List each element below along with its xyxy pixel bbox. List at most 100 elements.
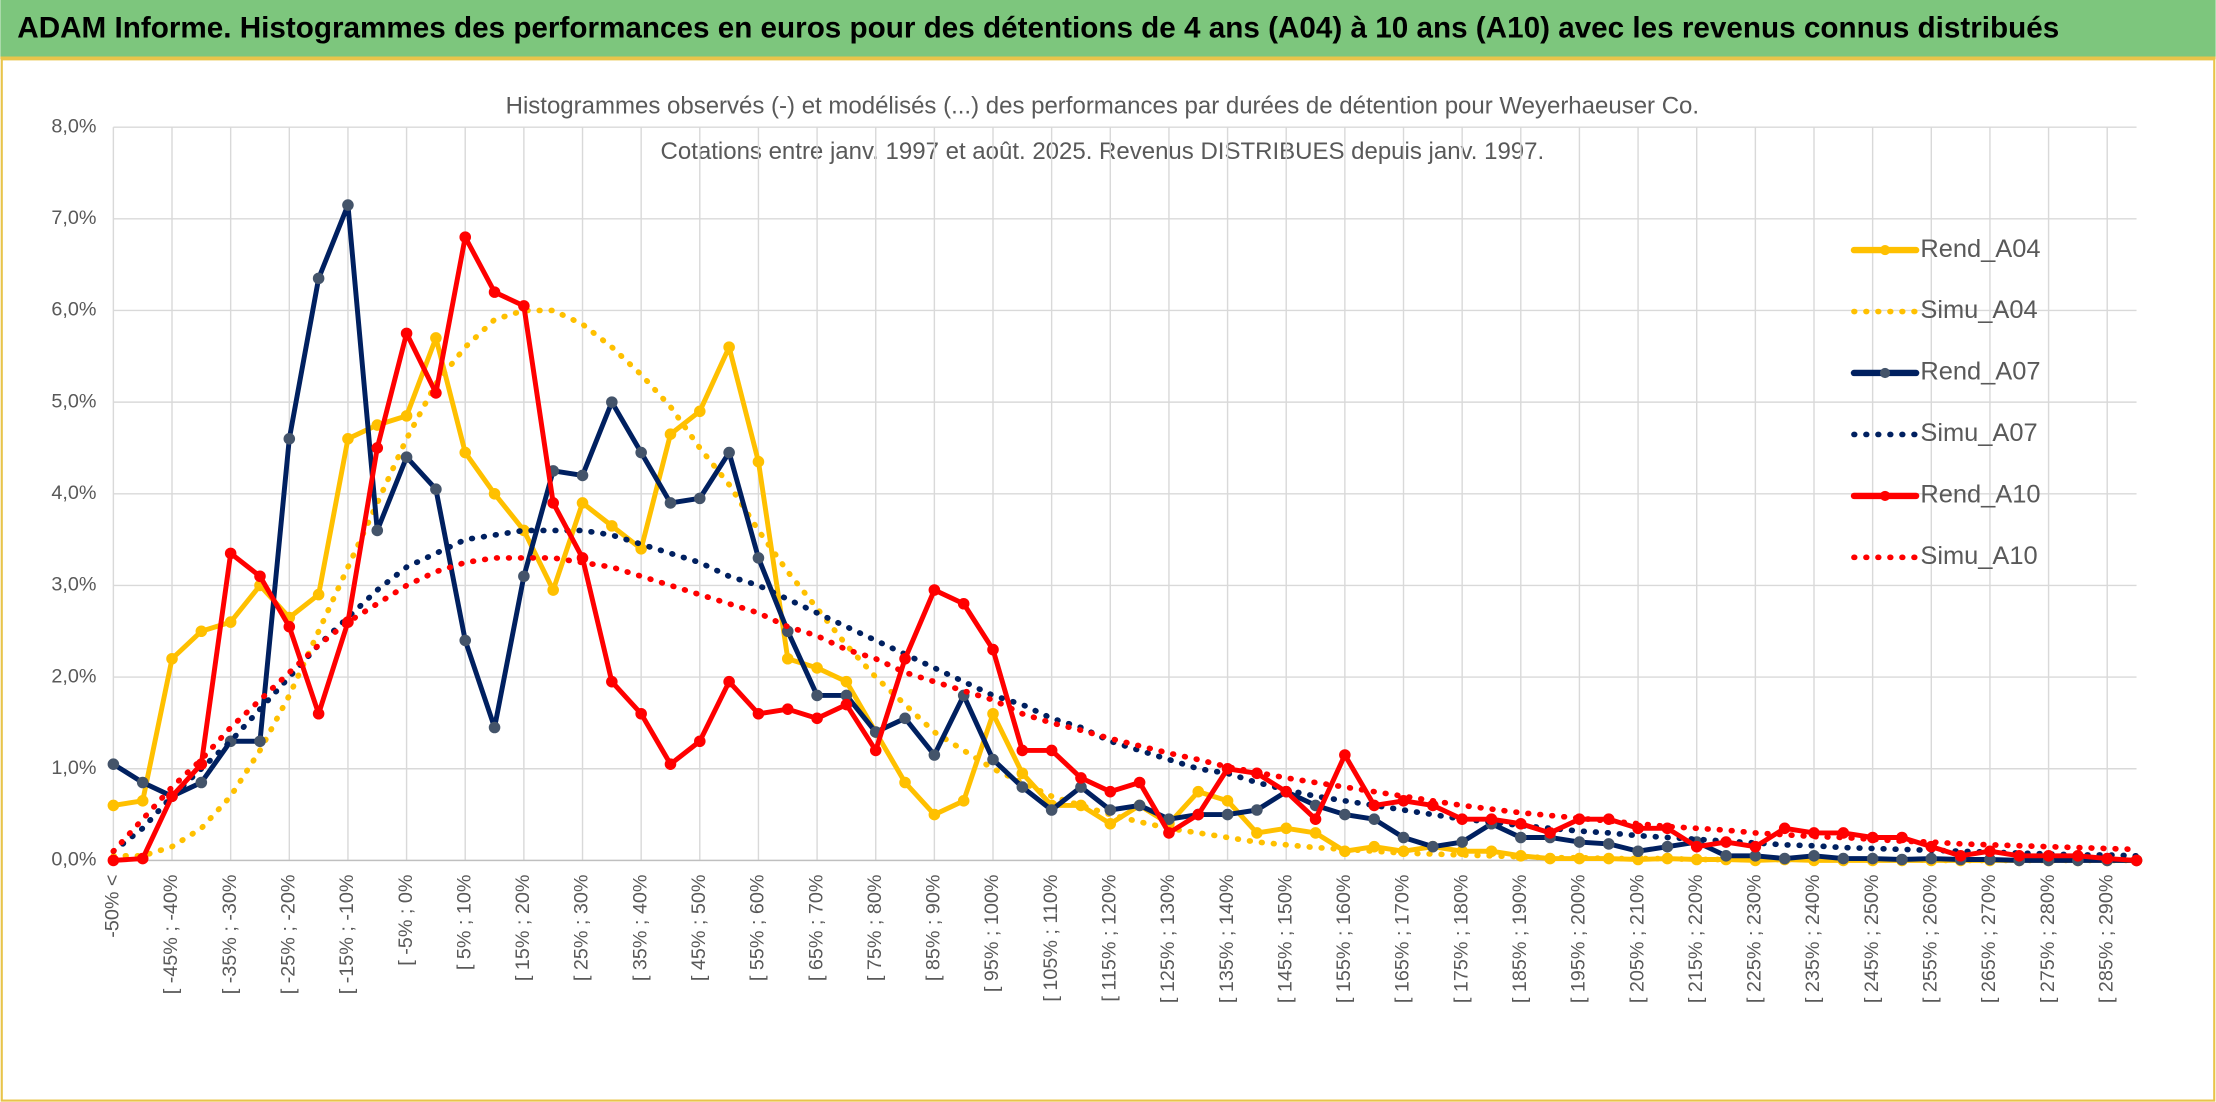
series-marker (1778, 822, 1791, 835)
legend-marker (1879, 490, 1891, 501)
series-marker (987, 707, 999, 720)
legend-marker (1879, 244, 1891, 256)
x-tick-label: [ 15% ; 20% (512, 875, 534, 982)
series-marker (283, 432, 296, 445)
series-marker (1016, 781, 1029, 793)
series-marker (1866, 852, 1879, 865)
x-tick-label: [ 275% ; 280% (2037, 875, 2059, 1004)
series-marker (1573, 836, 1586, 848)
legend-label: Simu_A10 (1920, 542, 2037, 570)
series-marker (166, 652, 178, 665)
series-marker (1456, 836, 1468, 848)
x-tick-label: [ -15% ; -10% (336, 875, 358, 995)
series-marker (547, 584, 559, 596)
x-tick-label: [ 5% ; 10% (453, 875, 475, 971)
x-tick-label: [ 245% ; 250% (1861, 875, 1883, 1004)
series-marker (1720, 850, 1732, 862)
series-marker (107, 854, 120, 867)
series-marker (1045, 744, 1058, 757)
series-marker (254, 570, 266, 583)
series-marker (1602, 838, 1615, 850)
series-marker (1309, 827, 1322, 839)
series-marker (1749, 840, 1762, 853)
series-marker (195, 776, 208, 789)
series-marker (518, 570, 530, 583)
series-marker (899, 776, 911, 789)
x-tick-label: [ 45% ; 50% (688, 875, 710, 982)
x-tick-label: [ 145% ; 150% (1274, 875, 1296, 1004)
series-marker (1075, 772, 1087, 784)
series-marker (1221, 795, 1234, 807)
header-title: ADAM Informe. Histogrammes des performan… (17, 11, 2059, 44)
y-tick-label: 7,0% (51, 207, 96, 229)
series-marker (1133, 799, 1146, 812)
series-marker (342, 432, 354, 445)
series-marker (1368, 813, 1380, 825)
series-marker (2042, 850, 2055, 862)
series-marker (1104, 804, 1117, 816)
series-marker (928, 584, 941, 596)
series-marker (1954, 850, 1967, 862)
series-marker (1104, 817, 1117, 830)
legend-label: Rend_A04 (1920, 235, 2040, 263)
y-tick-label: 6,0% (51, 299, 96, 321)
series-marker (957, 795, 970, 807)
x-tick-label: [ -5% ; 0% (395, 875, 417, 966)
series-marker (312, 588, 325, 601)
series-marker (664, 758, 677, 770)
series-marker (312, 272, 325, 285)
series-marker (811, 689, 823, 702)
series-marker (400, 451, 413, 463)
series-marker (136, 795, 149, 807)
series-marker (430, 483, 442, 495)
series-marker (488, 286, 501, 298)
series-marker (1280, 822, 1293, 835)
series-marker (723, 446, 735, 459)
series-marker (1690, 840, 1703, 853)
series-marker (488, 487, 501, 500)
x-tick-label: [ 95% ; 100% (981, 875, 1003, 993)
series-marker (1896, 853, 1908, 866)
series-marker (1544, 827, 1556, 839)
series-marker (1837, 852, 1850, 865)
series-marker (606, 675, 618, 688)
series-marker (1925, 852, 1938, 865)
series-marker (723, 675, 735, 688)
series-marker (1251, 827, 1263, 839)
series-marker (1016, 744, 1029, 757)
chart-frame (0, 58, 2216, 1102)
y-tick-label: 5,0% (51, 390, 96, 412)
legend-marker (1879, 367, 1891, 379)
series-marker (664, 428, 677, 440)
series-marker (2130, 854, 2143, 867)
chart-subtitle: Cotations entre janv. 1997 et août. 2025… (661, 138, 1545, 165)
series-marker (781, 703, 794, 715)
y-tick-label: 1,0% (51, 757, 96, 779)
series-marker (606, 396, 618, 408)
series-marker (400, 410, 413, 422)
x-tick-label: [ 55% ; 60% (747, 875, 769, 982)
x-tick-label: [ 155% ; 160% (1333, 875, 1355, 1004)
series-marker (1221, 808, 1234, 821)
x-tick-label: [ 115% ; 120% (1099, 875, 1121, 1002)
series-marker (2101, 852, 2114, 865)
series-marker (576, 497, 589, 509)
series-marker (1163, 827, 1175, 839)
series-marker (1133, 776, 1146, 789)
series-marker (371, 442, 384, 454)
series-line (110, 234, 2140, 863)
series-marker (576, 469, 589, 482)
series-marker (1778, 852, 1791, 865)
series-marker (635, 707, 647, 720)
series-marker (1045, 804, 1058, 816)
series-marker (2072, 850, 2084, 862)
series-line (110, 527, 2140, 859)
series-marker (635, 446, 647, 459)
series-marker (1632, 845, 1644, 858)
series-marker (781, 652, 794, 665)
series-marker (459, 446, 472, 459)
series-marker (459, 634, 472, 647)
